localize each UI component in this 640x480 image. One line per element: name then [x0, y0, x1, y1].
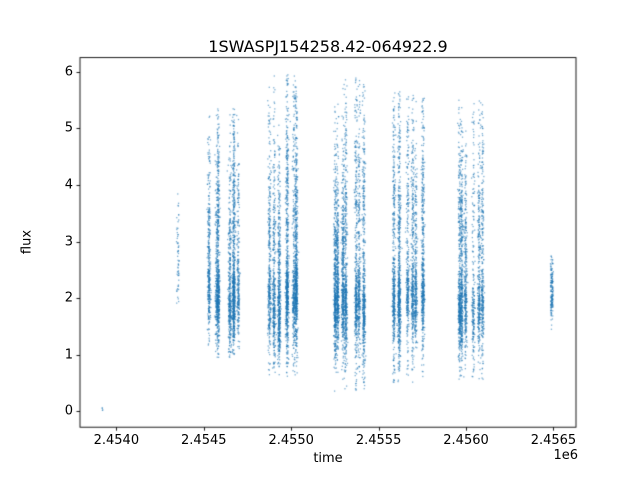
y-axis-label: flux [19, 229, 35, 255]
y-tick-label: 0 [64, 403, 73, 419]
y-tick-label: 1 [64, 347, 73, 363]
y-tick-label: 3 [64, 234, 73, 250]
x-tick-label: 2.4555 [355, 433, 402, 448]
chart-title: 1SWASPJ154258.42-064922.9 [208, 37, 448, 56]
x-tick-label: 2.4550 [268, 433, 314, 448]
x-tick-label: 2.4565 [530, 433, 577, 448]
y-tick-label: 5 [64, 120, 73, 136]
y-tick-label: 6 [64, 64, 73, 80]
x-tick-label: 2.4560 [443, 433, 489, 448]
x-axis-offset-text: 1e6 [553, 448, 578, 463]
x-tick-label: 2.4545 [181, 433, 227, 448]
x-axis-label: time [313, 451, 343, 466]
x-tick-label: 2.4540 [93, 433, 140, 448]
y-tick-label: 4 [64, 177, 73, 193]
y-tick-label: 2 [64, 290, 73, 306]
